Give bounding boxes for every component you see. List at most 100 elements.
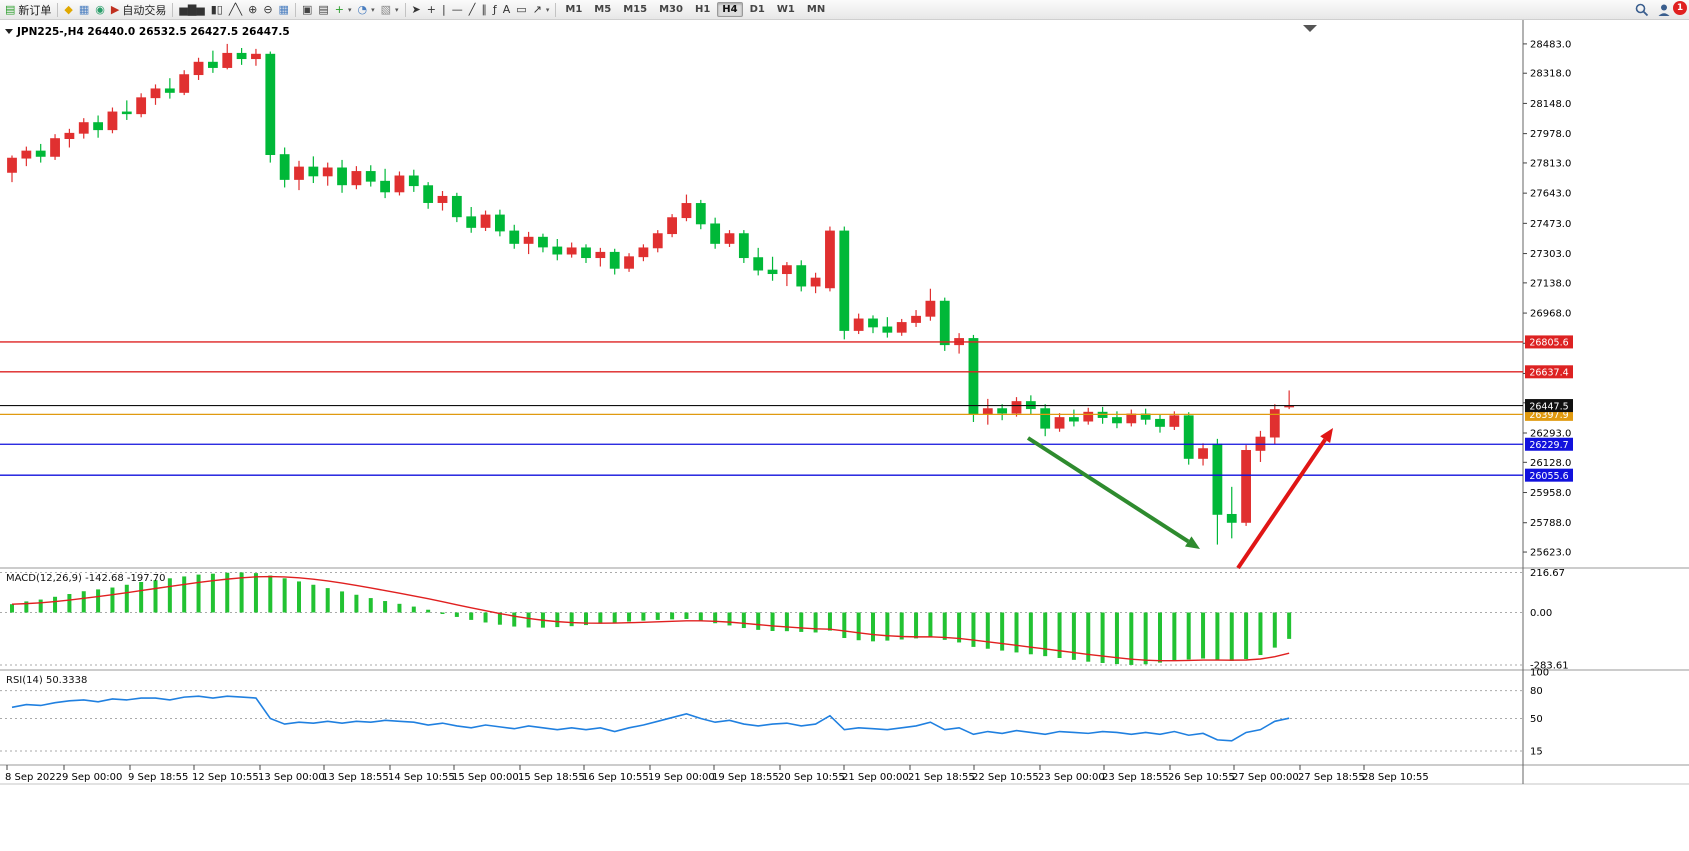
svg-text:26968.0: 26968.0 <box>1530 309 1571 320</box>
svg-text:26128.0: 26128.0 <box>1530 458 1571 469</box>
profiles-button[interactable]: ▦ <box>76 1 92 19</box>
crosshair-button[interactable]: + <box>424 1 439 19</box>
toolbar-separator <box>294 2 296 17</box>
text-label-button[interactable]: ▭ <box>513 1 529 19</box>
timeframe-d1[interactable]: D1 <box>749 4 765 15</box>
arrows-button[interactable]: ↗ ▾ <box>530 1 553 19</box>
svg-text:28318.0: 28318.0 <box>1530 69 1571 80</box>
svg-text:25958.0: 25958.0 <box>1530 488 1571 499</box>
price-chart[interactable]: 28483.0 28318.0 28148.0 27978.0 27813.0 27643… <box>0 20 1689 851</box>
community-button[interactable]: ◉ <box>92 1 108 19</box>
templates-button[interactable]: ▧ ▾ <box>378 1 402 19</box>
autotrade-button-label: 自动交易 <box>122 3 167 17</box>
line-chart-button[interactable]: ╱╲ <box>226 1 245 19</box>
person-icon[interactable] <box>1657 3 1671 17</box>
support-line-2-label <box>1525 468 1573 482</box>
fibonacci-button[interactable]: ƒ <box>490 1 500 19</box>
new-order-button-label: 新订单 <box>18 3 52 17</box>
cascade-windows-button[interactable]: ▤ <box>315 1 331 19</box>
channel-button[interactable]: ∥ <box>478 1 490 19</box>
resistance-line-1-label <box>1525 335 1573 349</box>
svg-text:28148.0: 28148.0 <box>1530 99 1571 110</box>
text-button[interactable]: A <box>500 1 514 19</box>
zoom-out-icon: ⊖ <box>263 3 273 16</box>
svg-text:27 Sep 18:55: 27 Sep 18:55 <box>1298 772 1365 783</box>
svg-text:15 Sep 00:00: 15 Sep 00:00 <box>452 772 519 783</box>
svg-text:28 Sep 10:55: 28 Sep 10:55 <box>1362 772 1429 783</box>
chevron-down-icon: ▾ <box>395 5 399 14</box>
down-trend-arrow-head <box>1184 536 1200 549</box>
macd-panel: 216.67 0.00 -283.61 MACD(12,26,9) -142.68 -… <box>0 568 1569 671</box>
tile-windows-icon: ▦ <box>278 3 289 16</box>
line-chart-icon: ╱╲ <box>228 3 243 16</box>
timeframe-w1[interactable]: W1 <box>776 4 795 15</box>
svg-text:50: 50 <box>1530 714 1543 725</box>
svg-text:26637.4: 26637.4 <box>1529 368 1568 379</box>
autotrade-icon: ▶ <box>110 3 120 16</box>
zoom-out-button[interactable]: ⊖ <box>260 1 275 19</box>
timeframe-m1[interactable]: M1 <box>565 4 583 15</box>
timeframe-h4[interactable]: H4 <box>717 2 743 17</box>
svg-text:27138.0: 27138.0 <box>1530 278 1571 289</box>
indicators-button[interactable]: + ▾ <box>332 1 355 19</box>
trendline-button[interactable]: ╱ <box>466 1 479 19</box>
timeframe-m5[interactable]: M5 <box>594 4 612 15</box>
chevron-down-icon: ▾ <box>545 5 550 14</box>
periods-button[interactable]: ◔ ▾ <box>355 1 378 19</box>
arrange-windows-button[interactable]: ▣ <box>299 1 315 19</box>
timeframe-m15[interactable]: M15 <box>623 4 648 15</box>
down-trend-arrow[interactable] <box>1026 436 1190 544</box>
toolbar-right <box>1635 3 1687 17</box>
support-line-1-label <box>1525 437 1573 451</box>
up-trend-arrow[interactable] <box>1236 438 1327 570</box>
timeframe-h1[interactable]: H1 <box>694 4 711 15</box>
svg-text:15: 15 <box>1530 747 1543 758</box>
svg-text:25788.0: 25788.0 <box>1530 518 1571 529</box>
chart-shift-marker[interactable] <box>1303 25 1317 32</box>
timeframe-m30[interactable]: M30 <box>659 4 683 15</box>
svg-text:9 Sep 00:00: 9 Sep 00:00 <box>62 772 122 783</box>
svg-text:27978.0: 27978.0 <box>1530 129 1571 140</box>
svg-text:19 Sep 18:55: 19 Sep 18:55 <box>712 772 779 783</box>
svg-text:26055.6: 26055.6 <box>1529 471 1568 482</box>
svg-text:21 Sep 18:55: 21 Sep 18:55 <box>908 772 975 783</box>
tile-windows-button[interactable]: ▦ <box>276 1 292 19</box>
vertical-line-icon: | <box>441 3 446 16</box>
svg-text:21 Sep 00:00: 21 Sep 00:00 <box>842 772 909 783</box>
svg-text:22 Sep 10:55: 22 Sep 10:55 <box>972 772 1039 783</box>
symbol-dropdown-icon[interactable] <box>5 29 13 34</box>
svg-text:8 Sep 2022: 8 Sep 2022 <box>5 772 62 783</box>
horizontal-line-icon: — <box>451 3 463 16</box>
zoom-in-button[interactable]: ⊕ <box>245 1 260 19</box>
svg-text:14 Sep 10:55: 14 Sep 10:55 <box>388 772 455 783</box>
chart-window-icon: ◆ <box>64 3 73 16</box>
fibonacci-icon: ƒ <box>492 3 497 16</box>
svg-text:27813.0: 27813.0 <box>1530 158 1571 169</box>
svg-text:26397.9: 26397.9 <box>1529 410 1568 421</box>
toolbar-separator <box>555 2 557 17</box>
vertical-line-button[interactable]: | <box>439 1 449 19</box>
horizontal-line-button[interactable]: — <box>449 1 466 19</box>
candlestick-chart-button[interactable]: ▮▯ <box>208 1 226 19</box>
bar-chart-button[interactable]: ▅▇▅ <box>176 1 207 19</box>
timeframe-mn[interactable]: MN <box>806 4 826 15</box>
date-axis: 8 Sep 2022 9 Sep 00:00 9 Sep 18:55 12 Sep 1… <box>5 765 1429 783</box>
cursor-button[interactable]: ➤ <box>409 1 424 19</box>
svg-text:216.67: 216.67 <box>1530 568 1565 579</box>
chevron-down-icon: ▾ <box>347 5 352 14</box>
trendline-icon: ╱ <box>468 3 476 16</box>
candlestick-icon: ▮▯ <box>210 3 223 16</box>
svg-text:13 Sep 00:00: 13 Sep 00:00 <box>258 772 325 783</box>
new-order-button[interactable]: ▤ 新订单 <box>2 1 54 19</box>
toolbar-buttons: ▤ 新订单 ◆ ▦ ◉ ▶ 自动交易 ▅▇▅ ▮▯ ╱╲ ⊕ ⊖ ▦ ▣ ▤ + ▾ ◔ ▾ ▧ ▾ ➤ + | — ╱ ∥ ƒ A ▭ ↗… <box>2 1 559 19</box>
svg-text:-283.61: -283.61 <box>1530 660 1569 671</box>
svg-text:27 Sep 00:00: 27 Sep 00:00 <box>1232 772 1299 783</box>
open-chart-button[interactable]: ◆ <box>61 1 75 19</box>
autotrade-button[interactable]: ▶ 自动交易 <box>108 1 169 19</box>
svg-text:28483.0: 28483.0 <box>1530 39 1571 50</box>
templates-icon: ▧ <box>380 3 392 16</box>
notification-badge[interactable]: 1 <box>1673 1 1687 15</box>
arrange-windows-icon: ▣ <box>301 3 313 16</box>
search-icon[interactable] <box>1635 3 1649 17</box>
